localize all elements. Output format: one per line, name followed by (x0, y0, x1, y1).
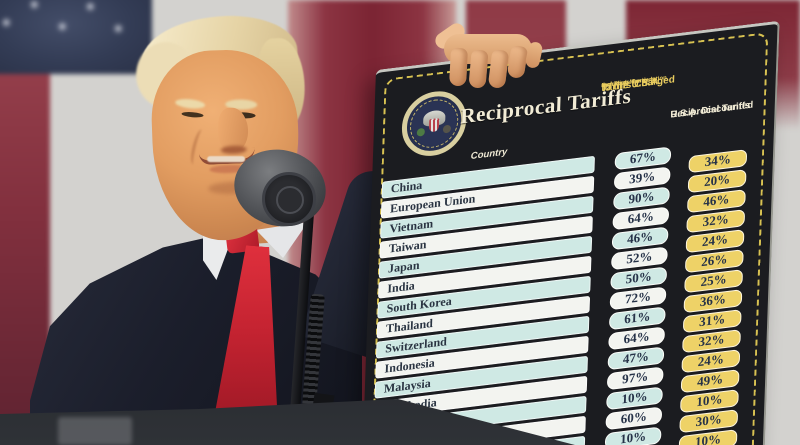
flag-star-icon: ✶ (0, 16, 13, 32)
flag-star-icon: ✶ (28, 0, 41, 14)
mic-ring (276, 186, 304, 214)
hand-holding-board (432, 20, 558, 96)
podium-panel (58, 417, 132, 445)
flag-star-icon: ✶ (84, 0, 97, 16)
flag-star-icon: ✶ (56, 20, 69, 36)
flag-star-icon: ✶ (112, 22, 125, 38)
flag-star-field: ✶ ✶ ✶ ✶ ✶ (0, 0, 152, 74)
